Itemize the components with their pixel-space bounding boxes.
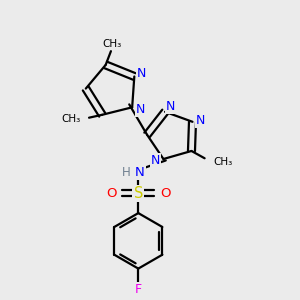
Text: N: N (137, 67, 146, 80)
Text: N: N (151, 154, 160, 167)
Text: O: O (160, 187, 171, 200)
Text: N: N (136, 103, 145, 116)
Text: H: H (122, 166, 130, 179)
Text: S: S (134, 186, 143, 201)
Text: N: N (135, 166, 145, 179)
Text: CH₃: CH₃ (213, 157, 232, 167)
Text: N: N (196, 114, 206, 128)
Text: CH₃: CH₃ (61, 114, 81, 124)
Text: F: F (135, 283, 142, 296)
Text: O: O (106, 187, 116, 200)
Text: N: N (166, 100, 175, 113)
Text: CH₃: CH₃ (103, 39, 122, 49)
